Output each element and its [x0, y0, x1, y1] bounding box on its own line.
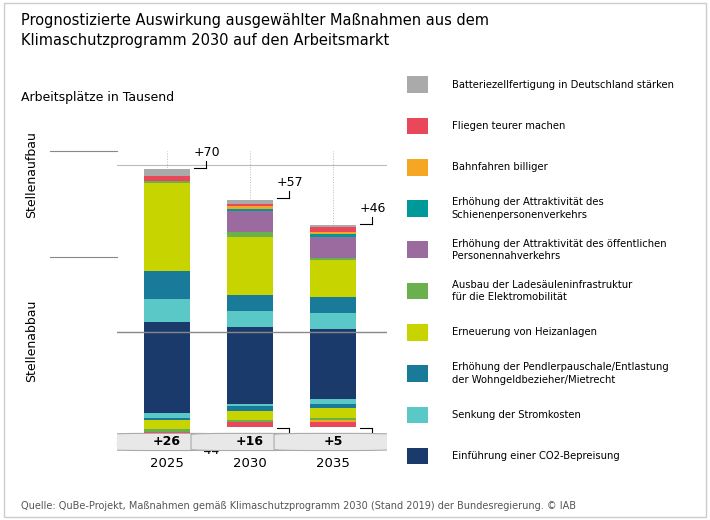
Bar: [310, 408, 356, 418]
Bar: [227, 206, 273, 209]
Bar: [407, 283, 428, 300]
Bar: [310, 313, 356, 330]
Bar: [227, 204, 273, 206]
Bar: [227, 327, 273, 332]
Bar: [407, 324, 428, 341]
Bar: [227, 404, 273, 406]
Bar: [310, 330, 356, 332]
Bar: [227, 411, 273, 420]
Text: Erhöhung der Attraktivität des öffentlichen
Personennahverkehrs: Erhöhung der Attraktivität des öffentlic…: [452, 239, 667, 261]
Bar: [310, 227, 356, 232]
Text: Bahnfahren billiger: Bahnfahren billiger: [452, 162, 547, 172]
Text: Einführung einer CO2-Bepreisung: Einführung einer CO2-Bepreisung: [452, 451, 620, 461]
Bar: [227, 237, 273, 295]
Bar: [310, 399, 356, 404]
Bar: [407, 118, 428, 134]
Bar: [227, 200, 273, 204]
Bar: [227, 422, 273, 427]
Bar: [144, 420, 190, 429]
Bar: [310, 404, 356, 408]
Text: +5: +5: [323, 435, 343, 448]
Bar: [144, 181, 190, 183]
Bar: [227, 311, 273, 327]
Bar: [227, 211, 273, 232]
Bar: [310, 418, 356, 420]
Text: Arbeitsplätze in Tausend: Arbeitsplätze in Tausend: [21, 91, 175, 104]
Bar: [144, 332, 190, 413]
Bar: [227, 209, 273, 211]
Text: −41: −41: [277, 437, 303, 450]
Bar: [144, 432, 190, 436]
Bar: [407, 448, 428, 464]
Text: Fliegen teurer machen: Fliegen teurer machen: [452, 121, 565, 131]
Bar: [144, 176, 190, 181]
Text: Senkung der Stromkosten: Senkung der Stromkosten: [452, 410, 581, 420]
Text: Erhöhung der Attraktivität des
Schienenpersonenverkehrs: Erhöhung der Attraktivität des Schienenp…: [452, 197, 604, 219]
Bar: [144, 418, 190, 420]
FancyBboxPatch shape: [191, 433, 309, 450]
Bar: [407, 76, 428, 93]
Text: +26: +26: [153, 435, 181, 448]
Text: Quelle: QuBe-Projekt, Maßnahmen gemäß Klimaschutzprogramm 2030 (Stand 2019) der : Quelle: QuBe-Projekt, Maßnahmen gemäß Kl…: [21, 501, 577, 511]
Bar: [310, 332, 356, 399]
Bar: [144, 183, 190, 271]
Text: +46: +46: [360, 202, 386, 215]
Text: Erneuerung von Heizanlagen: Erneuerung von Heizanlagen: [452, 327, 597, 337]
Text: +57: +57: [277, 176, 304, 189]
Text: −44: −44: [194, 444, 220, 457]
Bar: [144, 322, 190, 332]
Text: Saldo: Saldo: [114, 435, 150, 448]
Text: +16: +16: [236, 435, 264, 448]
Text: Erhöhung der Pendlerpauschale/Entlastung
der Wohngeldbezieher/Mietrecht: Erhöhung der Pendlerpauschale/Entlastung…: [452, 362, 669, 385]
Text: −41: −41: [360, 437, 386, 450]
Bar: [144, 300, 190, 322]
Bar: [227, 420, 273, 422]
Text: Prognostizierte Auswirkung ausgewählter Maßnahmen aus dem
Klimaschutzprogramm 20: Prognostizierte Auswirkung ausgewählter …: [21, 13, 489, 48]
Bar: [310, 225, 356, 227]
Bar: [227, 295, 273, 311]
Bar: [310, 420, 356, 422]
Bar: [227, 406, 273, 411]
Bar: [310, 260, 356, 297]
Bar: [310, 237, 356, 257]
FancyBboxPatch shape: [108, 433, 226, 450]
Bar: [144, 413, 190, 418]
Bar: [227, 332, 273, 404]
Bar: [227, 232, 273, 237]
Text: Ausbau der Ladesäuleninfrastruktur
für die Elektromobilität: Ausbau der Ladesäuleninfrastruktur für d…: [452, 280, 632, 302]
Text: Stellenabbau: Stellenabbau: [26, 300, 38, 382]
Text: Stellenaufbau: Stellenaufbau: [26, 131, 38, 218]
Bar: [310, 235, 356, 237]
Bar: [407, 407, 428, 423]
Bar: [310, 232, 356, 235]
Bar: [407, 159, 428, 176]
Bar: [407, 200, 428, 217]
Bar: [407, 241, 428, 258]
Text: +70: +70: [194, 146, 221, 159]
Text: Batteriezellfertigung in Deutschland stärken: Batteriezellfertigung in Deutschland stä…: [452, 80, 674, 89]
Bar: [144, 271, 190, 300]
Bar: [407, 365, 428, 382]
Bar: [144, 429, 190, 432]
Bar: [310, 257, 356, 260]
Bar: [310, 422, 356, 427]
FancyBboxPatch shape: [274, 433, 392, 450]
Bar: [144, 170, 190, 176]
Bar: [310, 297, 356, 313]
